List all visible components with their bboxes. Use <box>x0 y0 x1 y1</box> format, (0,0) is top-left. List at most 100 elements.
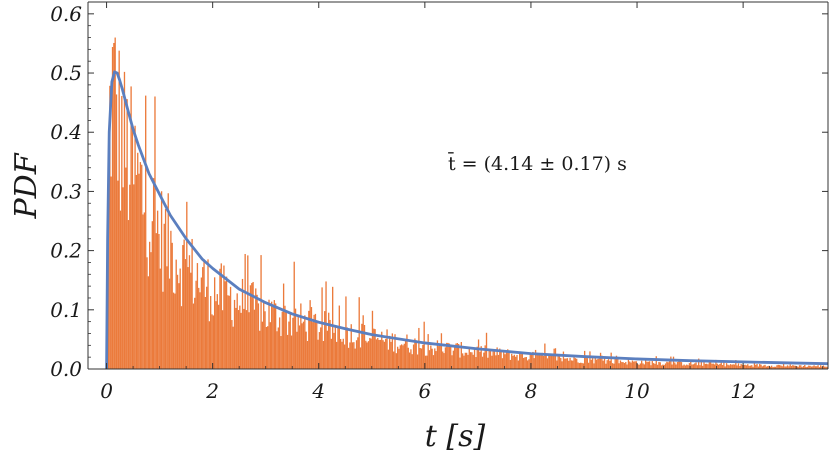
histogram-bar <box>776 365 778 369</box>
histogram-bar <box>503 352 505 369</box>
histogram-bar <box>525 357 527 369</box>
histogram-bar <box>125 167 127 369</box>
histogram-bar <box>247 255 249 369</box>
histogram-bar <box>647 361 649 369</box>
histogram-bar <box>414 338 416 369</box>
histogram-bar <box>798 365 801 369</box>
histogram-bar <box>337 328 339 369</box>
histogram-bar <box>728 365 730 369</box>
histogram-bar <box>400 344 403 369</box>
histogram-bar <box>512 355 514 369</box>
histogram-bar <box>797 366 799 369</box>
histogram-bar <box>493 350 496 369</box>
histogram-bar <box>756 363 758 369</box>
histogram-bar <box>130 86 132 370</box>
histogram-bar <box>552 355 554 369</box>
histogram-bar <box>491 355 493 369</box>
histogram-bar <box>117 180 119 369</box>
histogram-bar <box>641 360 643 369</box>
histogram-bar <box>386 329 388 369</box>
histogram-bar <box>213 277 216 369</box>
histogram-bar <box>806 366 809 369</box>
histogram-bar <box>720 361 722 369</box>
histogram-bar <box>774 366 777 369</box>
histogram-bar <box>239 305 241 369</box>
histogram-bar <box>554 348 557 369</box>
histogram-bar <box>432 355 435 369</box>
histogram-bar <box>614 358 616 369</box>
histogram-bar <box>489 350 492 369</box>
histogram-bar <box>179 268 181 369</box>
histogram-bar <box>654 363 656 369</box>
histogram-bar <box>251 283 253 369</box>
histogram-bar <box>755 364 757 369</box>
histogram-bar <box>692 364 695 369</box>
histogram-bars <box>106 37 828 370</box>
histogram-bar <box>818 367 821 369</box>
histogram-bar <box>298 325 301 369</box>
histogram-bar <box>329 319 331 369</box>
histogram-bar <box>318 332 321 369</box>
histogram-bar <box>301 323 303 369</box>
histogram-bar <box>659 362 661 369</box>
histogram-bar <box>581 362 583 369</box>
histogram-bar <box>487 357 489 369</box>
histogram-bar <box>537 354 539 369</box>
histogram-bar <box>777 364 779 369</box>
histogram-bar <box>398 348 400 369</box>
histogram-bar <box>780 365 782 369</box>
histogram-bar <box>154 96 156 370</box>
histogram-bar <box>473 347 476 369</box>
histogram-bar <box>313 314 315 369</box>
histogram-bar <box>216 294 218 369</box>
histogram-bar <box>138 173 140 369</box>
histogram-bar <box>591 358 594 369</box>
histogram-bar <box>613 363 615 369</box>
y-tick-label: 0.3 <box>50 179 82 203</box>
histogram-bar <box>444 347 447 369</box>
histogram-bar <box>752 366 754 369</box>
histogram-bar <box>619 360 622 369</box>
histogram-bar <box>568 360 570 369</box>
histogram-bar <box>297 314 299 369</box>
histogram-bar <box>355 340 358 369</box>
histogram-bar <box>170 230 172 369</box>
histogram-bar <box>438 346 440 369</box>
histogram-bar <box>152 178 155 369</box>
histogram-bar <box>626 364 628 369</box>
histogram-bar <box>129 184 131 369</box>
histogram-bar <box>290 335 293 369</box>
histogram-bar <box>412 344 415 369</box>
histogram-bar <box>598 358 600 369</box>
histogram-bar <box>572 360 574 369</box>
histogram-bar <box>744 364 746 369</box>
histogram-bar <box>740 364 742 369</box>
histogram-bar <box>286 334 289 369</box>
histogram-bar <box>656 364 659 369</box>
histogram-bar <box>312 322 314 369</box>
x-tick-label: 4 <box>311 379 325 403</box>
histogram-bar <box>139 162 142 369</box>
histogram-bar <box>765 366 767 369</box>
histogram-bar <box>804 364 806 369</box>
histogram-bar <box>700 362 703 369</box>
histogram-bar <box>761 366 764 369</box>
histogram-bar <box>800 365 802 369</box>
histogram-bar <box>367 341 370 369</box>
histogram-bar <box>308 310 310 369</box>
histogram-bar <box>365 340 367 369</box>
histogram-bar <box>736 365 738 369</box>
histogram-bar <box>505 352 508 369</box>
mean-annotation: t̄ = (4.14 ± 0.17) s <box>448 151 627 175</box>
histogram-bar <box>631 360 634 369</box>
histogram-bar <box>374 329 376 369</box>
histogram-bar <box>480 346 482 369</box>
histogram-bar <box>590 359 592 369</box>
histogram-bar <box>248 312 250 369</box>
histogram-bar <box>184 259 187 369</box>
histogram-bar <box>422 344 424 369</box>
histogram-bar <box>781 366 783 369</box>
histogram-bar <box>595 359 598 369</box>
histogram-bar <box>542 355 545 369</box>
histogram-bar <box>156 210 159 369</box>
